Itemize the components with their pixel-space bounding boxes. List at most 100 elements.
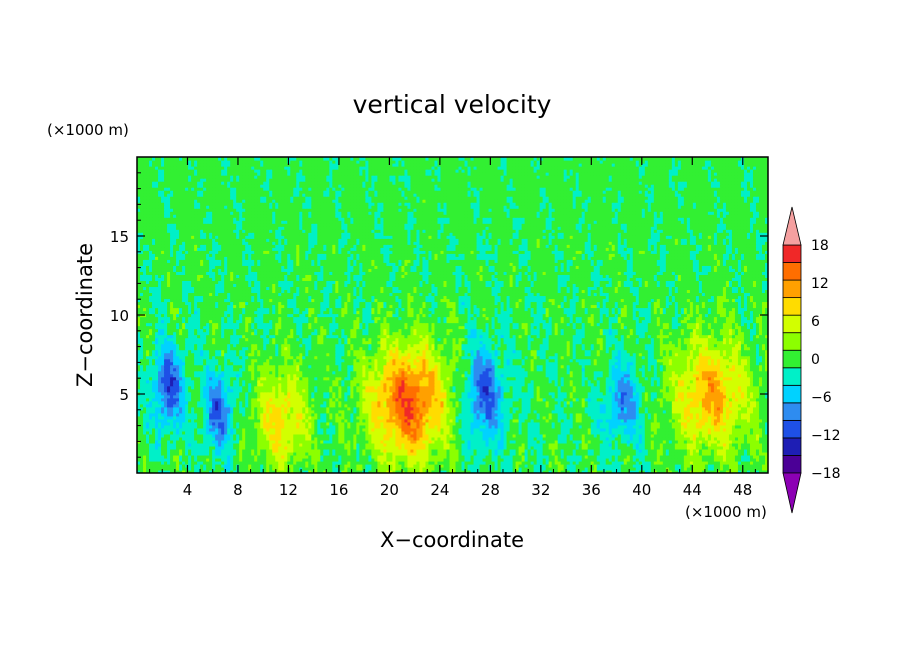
- heatmap-cell: [617, 454, 622, 459]
- heatmap-cell: [392, 454, 396, 459]
- heatmap-cell: [182, 460, 186, 465]
- heatmap-cell: [482, 469, 487, 473]
- heatmap-cell: [359, 463, 363, 468]
- heatmap-cell: [353, 457, 357, 462]
- heatmap-cell: [677, 460, 682, 465]
- heatmap-cell: [428, 469, 433, 473]
- heatmap-cell: [602, 454, 607, 459]
- heatmap-cell: [533, 463, 538, 468]
- heatmap-cell: [452, 466, 457, 471]
- heatmap-cell: [560, 463, 565, 468]
- heatmap-cell: [524, 460, 529, 465]
- heatmap-cell: [344, 457, 348, 462]
- heatmap-cell: [359, 460, 363, 465]
- heatmap-cell: [179, 457, 183, 462]
- heatmap-cell: [761, 460, 766, 465]
- heatmap-cell: [284, 460, 288, 465]
- heatmap-cell: [635, 466, 640, 471]
- heatmap-cell: [515, 457, 520, 462]
- heatmap-cell: [317, 469, 321, 473]
- heatmap-cell: [341, 466, 345, 471]
- heatmap-cell: [479, 469, 484, 473]
- heatmap-cell: [680, 466, 685, 471]
- heatmap-cell: [347, 454, 351, 459]
- heatmap-cell: [356, 457, 360, 462]
- heatmap-cell: [581, 460, 586, 465]
- heatmap-cell: [530, 457, 535, 462]
- heatmap-cell: [224, 463, 228, 468]
- heatmap-cell: [161, 460, 165, 465]
- heatmap-cell: [326, 463, 330, 468]
- heatmap-cell: [200, 463, 204, 468]
- heatmap-cell: [395, 463, 400, 468]
- heatmap-cell: [617, 460, 622, 465]
- heatmap-cell: [713, 460, 718, 465]
- heatmap-cell: [332, 454, 336, 459]
- heatmap-cell: [668, 457, 673, 462]
- heatmap-cell: [407, 457, 412, 462]
- heatmap-cell: [167, 460, 171, 465]
- heatmap-cell: [569, 469, 574, 473]
- heatmap-cell: [149, 460, 153, 465]
- heatmap-cell: [377, 460, 381, 465]
- heatmap-cell: [635, 463, 640, 468]
- heatmap-cell: [674, 460, 679, 465]
- heatmap-cell: [524, 457, 529, 462]
- heatmap-cell: [464, 457, 469, 462]
- heatmap-cell: [554, 457, 559, 462]
- heatmap-cell: [677, 466, 682, 471]
- heatmap-cell: [431, 460, 436, 465]
- heatmap-cell: [494, 463, 499, 468]
- heatmap-cell: [677, 463, 682, 468]
- heatmap-cell: [596, 466, 601, 471]
- heatmap-cell: [527, 457, 532, 462]
- heatmap-cell: [557, 466, 562, 471]
- heatmap-cell: [206, 466, 210, 471]
- heatmap-cell: [299, 460, 303, 465]
- heatmap-cell: [155, 463, 159, 468]
- heatmap-cell: [137, 469, 141, 473]
- heatmap-cell: [155, 454, 159, 459]
- heatmap-cell: [644, 466, 649, 471]
- heatmap-cell: [578, 469, 583, 473]
- heatmap-cell: [668, 463, 673, 468]
- heatmap-cell: [233, 460, 237, 465]
- heatmap-cell: [269, 466, 273, 471]
- heatmap-cell: [383, 463, 387, 468]
- heatmap-cell: [560, 457, 565, 462]
- heatmap-cell: [188, 466, 192, 471]
- heatmap-cell: [143, 460, 147, 465]
- heatmap-cell: [458, 466, 463, 471]
- heatmap-cell: [245, 469, 249, 473]
- heatmap-cell: [269, 469, 273, 473]
- heatmap-cell: [344, 463, 348, 468]
- heatmap-cell: [194, 460, 198, 465]
- heatmap-cell: [533, 460, 538, 465]
- heatmap-cell: [608, 463, 613, 468]
- heatmap-cell: [308, 466, 312, 471]
- heatmap-cell: [428, 463, 433, 468]
- heatmap-cell: [689, 466, 694, 471]
- heatmap-cell: [488, 460, 493, 465]
- heatmap-cell: [527, 463, 532, 468]
- heatmap-cell: [554, 460, 559, 465]
- heatmap-cell: [407, 469, 412, 473]
- heatmap-cell: [701, 454, 706, 459]
- heatmap-cell: [752, 466, 757, 471]
- heatmap-cell: [686, 460, 691, 465]
- heatmap-cell: [422, 457, 427, 462]
- heatmap-cell: [473, 460, 478, 465]
- heatmap-cell: [386, 457, 390, 462]
- heatmap-cell: [311, 460, 315, 465]
- heatmap-cell: [266, 460, 270, 465]
- heatmap-cell: [638, 466, 643, 471]
- heatmap-cell: [620, 460, 625, 465]
- heatmap-cell: [140, 469, 144, 473]
- heatmap-cell: [698, 457, 703, 462]
- heatmap-cell: [491, 466, 496, 471]
- heatmap-cell: [392, 466, 396, 471]
- heatmap-cell: [638, 469, 643, 473]
- heatmap-cell: [485, 463, 490, 468]
- heatmap-cell: [242, 463, 246, 468]
- heatmap-cell: [263, 466, 267, 471]
